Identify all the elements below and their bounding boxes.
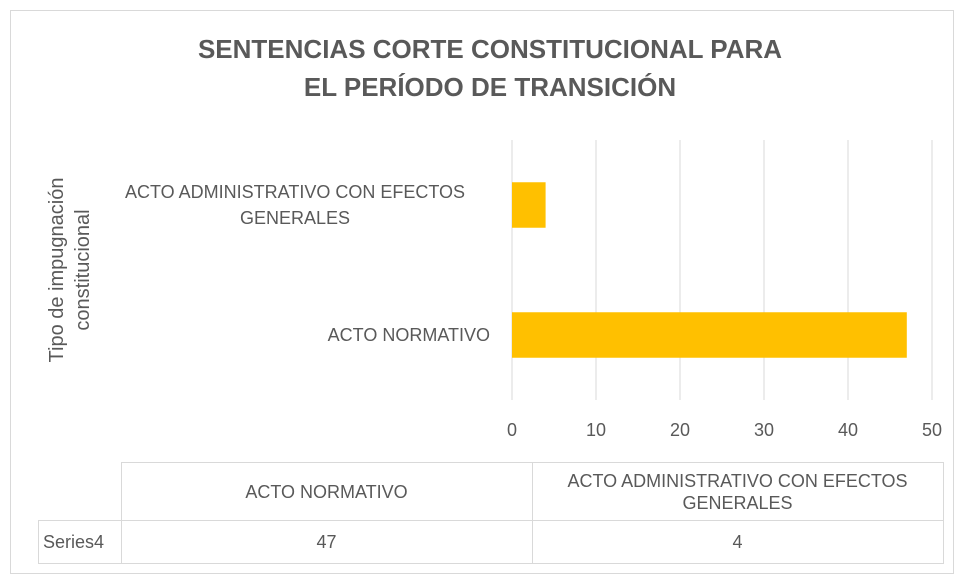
x-tick-label: 20	[670, 420, 690, 441]
x-tick-label-text: 20	[669, 420, 691, 440]
bar	[512, 182, 546, 228]
x-tick-label: 30	[754, 420, 774, 441]
corner-cell	[38, 462, 122, 521]
bar	[512, 312, 907, 358]
x-tick-label-text: 10	[585, 420, 607, 440]
chart-title: SENTENCIAS CORTE CONSTITUCIONAL PARA EL …	[197, 34, 783, 102]
table-header: ACTO NORMATIVO	[120, 462, 533, 521]
chart-frame	[10, 10, 954, 574]
x-tick-label-text: 40	[837, 420, 859, 440]
x-tick-label-text: 0	[506, 420, 518, 440]
x-tick-label: 50	[922, 420, 942, 441]
x-tick-label: 0	[507, 420, 517, 441]
y-tick-label: ACTO ADMINISTRATIVO CON EFECTOS GENERALE…	[90, 179, 490, 231]
table-value: 47	[120, 520, 533, 564]
table-header: ACTO ADMINISTRATIVO CON EFECTOS GENERALE…	[531, 462, 944, 521]
data-table: ACTO NORMATIVO ACTO ADMINISTRATIVO CON E…	[38, 462, 944, 564]
y-tick-label: ACTO NORMATIVO	[90, 322, 490, 348]
x-tick-label: 40	[838, 420, 858, 441]
y-tick-label-text: ACTO NORMATIVO	[327, 325, 490, 345]
x-tick-label: 10	[586, 420, 606, 441]
x-tick-label-text: 50	[921, 420, 943, 440]
table-value: 4	[531, 520, 944, 564]
series-name: Series4	[38, 520, 122, 564]
x-tick-label-text: 30	[753, 420, 775, 440]
y-tick-label-text: ACTO ADMINISTRATIVO CON EFECTOS GENERALE…	[124, 182, 466, 228]
